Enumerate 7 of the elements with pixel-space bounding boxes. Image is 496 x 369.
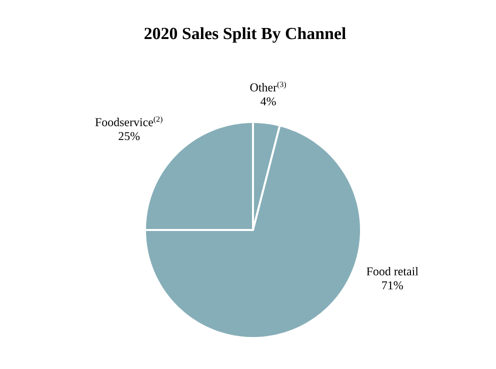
- data-label: 4%: [260, 97, 276, 106]
- slice-label: Food retail: [366, 266, 418, 276]
- data-label: 25%: [118, 132, 140, 140]
- data-label: 71%: [382, 281, 403, 290]
- chart-title: 2020 Sales Split By Channel: [144, 27, 346, 43]
- slice-label: Other$^{(3)}$: [250, 81, 286, 92]
- slice-label: Foodservice$^{(2)}$: [95, 116, 162, 126]
